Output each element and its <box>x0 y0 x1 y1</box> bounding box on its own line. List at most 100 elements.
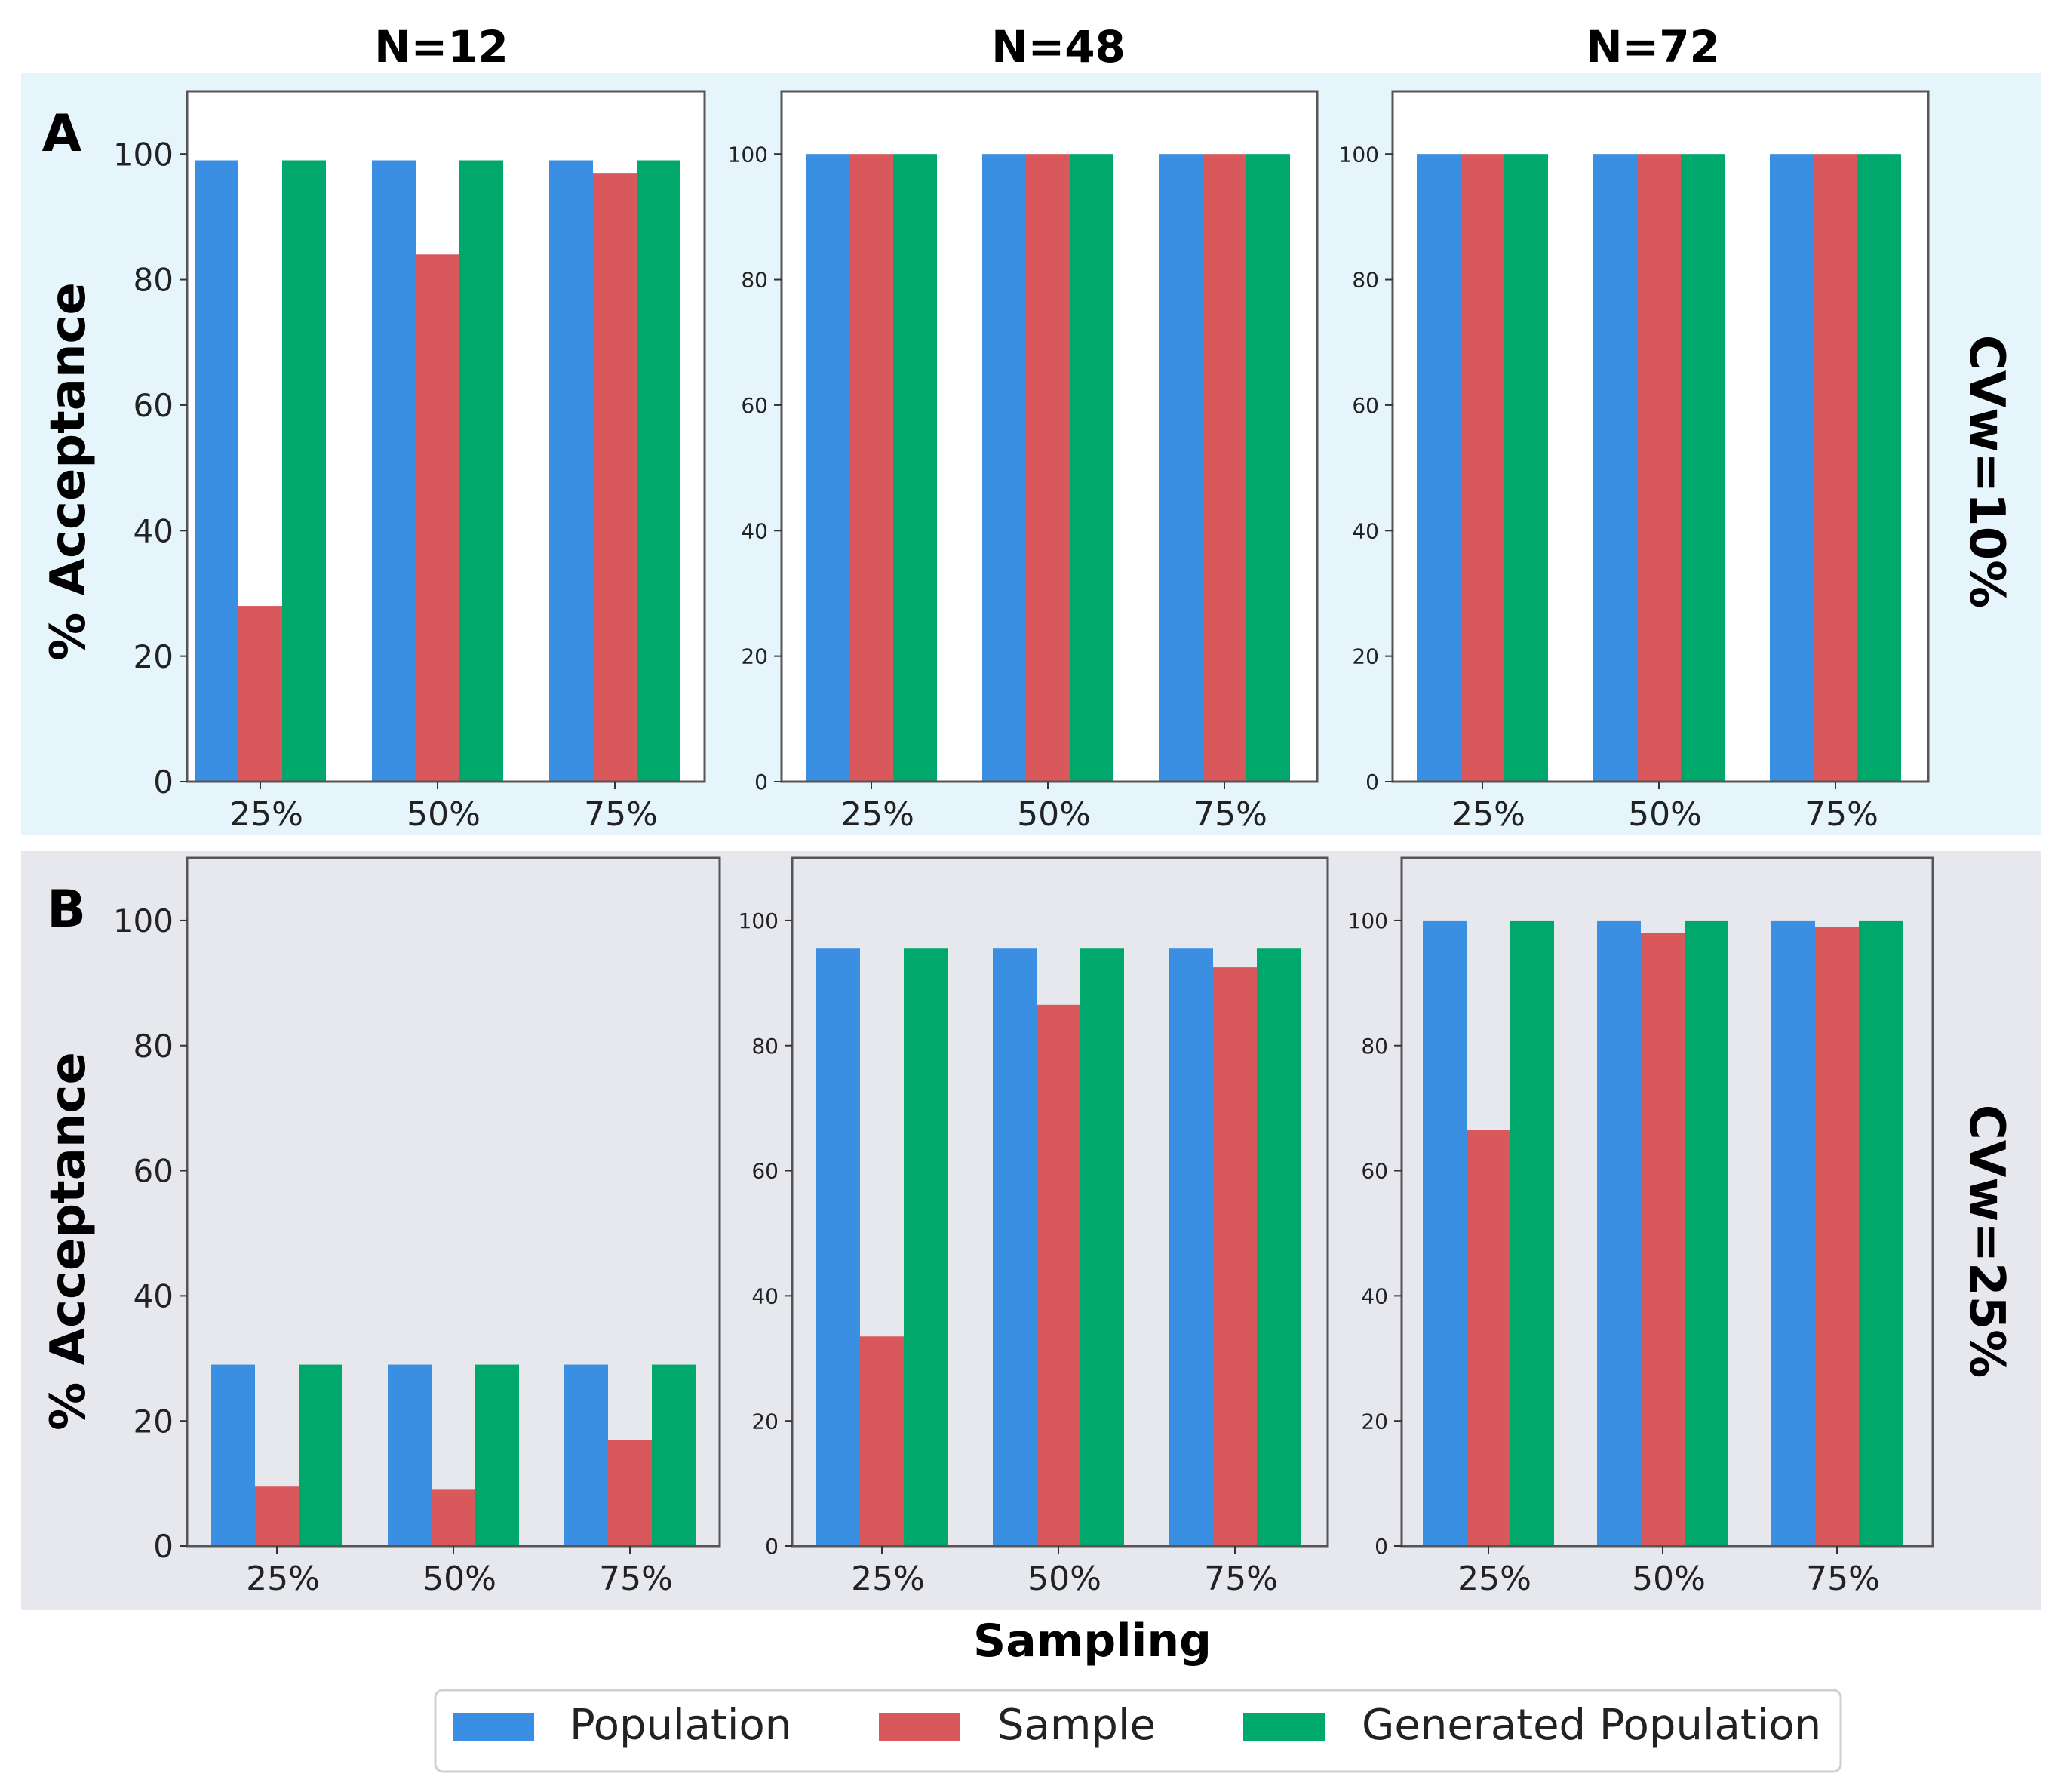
y-tick-label: 80 <box>741 268 768 293</box>
x-tick-label: 50% <box>407 795 481 834</box>
bar-sample-50pct <box>432 1489 475 1546</box>
y-tick-label: 100 <box>739 908 779 933</box>
bar-sample-50pct <box>1637 154 1681 782</box>
y-tick-label: 20 <box>751 1409 779 1434</box>
bar-population-25pct <box>211 1364 255 1546</box>
y-tick-label: 60 <box>134 1153 174 1190</box>
bar-population-25pct <box>1423 920 1467 1546</box>
x-tick-label: 75% <box>1204 1560 1278 1598</box>
bar-sample-25pct <box>860 1336 904 1546</box>
bar-generated-population-50pct <box>1070 154 1113 782</box>
y-tick-label: 40 <box>134 1277 174 1314</box>
y-tick-label: 0 <box>153 764 174 801</box>
plot-area <box>187 858 720 1546</box>
y-tick-label: 0 <box>765 1534 779 1559</box>
panel-3: 0 20 40 60 80 100 25% 50% 75% <box>1339 90 1930 834</box>
bar-generated-population-25pct <box>282 160 326 782</box>
plot-frame <box>1400 856 1934 1548</box>
bar-population-75pct <box>1770 154 1814 782</box>
y-tick-label: 40 <box>741 518 768 543</box>
bar-sample-50pct <box>1026 154 1070 782</box>
x-tick-label: 50% <box>1027 1560 1101 1598</box>
bar-sample-75pct <box>1203 154 1246 782</box>
bar-population-25pct <box>1417 154 1461 782</box>
bar-population-25pct <box>806 154 849 782</box>
plot-frame <box>780 90 1319 783</box>
y-tick-label: 0 <box>1375 1534 1388 1559</box>
legend-swatch-population <box>453 1713 534 1741</box>
x-tick-label: 75% <box>1193 795 1267 834</box>
legend-swatch-sample <box>879 1713 960 1741</box>
x-tick-label: 75% <box>599 1560 673 1598</box>
y-tick-label: 60 <box>1352 393 1379 418</box>
panel-6: 0 20 40 60 80 100 25% 50% 75% <box>1348 856 1934 1598</box>
bar-population-50pct <box>372 160 416 782</box>
legend-swatch-generated-population <box>1243 1713 1325 1741</box>
x-tick-label: 25% <box>851 1560 925 1598</box>
y-tick-label: 0 <box>153 1528 174 1565</box>
bar-population-50pct <box>388 1364 432 1546</box>
plot-frame <box>791 856 1329 1548</box>
bar-sample-75pct <box>593 173 637 782</box>
row-side-label-b: CVw=25% <box>1958 1105 2014 1378</box>
y-axis-label-row-b: % Acceptance <box>41 1052 97 1431</box>
bar-generated-population-25pct <box>893 154 937 782</box>
bar-sample-75pct <box>1814 154 1857 782</box>
row-label-a: A <box>42 104 82 164</box>
y-tick-label: 40 <box>1361 1283 1388 1308</box>
panel-1: 0 20 40 60 80 100 25% 50% 75% <box>113 90 706 834</box>
plot-frame <box>1391 90 1930 783</box>
legend-label-population: Population <box>570 1701 791 1750</box>
y-tick-label: 100 <box>113 136 174 173</box>
bar-sample-25pct <box>849 154 893 782</box>
bar-population-50pct <box>1597 920 1641 1546</box>
bar-generated-population-75pct <box>1246 154 1290 782</box>
y-tick-label: 20 <box>741 644 768 669</box>
y-tick-label: 40 <box>1352 518 1379 543</box>
y-tick-label: 0 <box>1365 770 1379 795</box>
y-tick-label: 80 <box>1361 1034 1388 1059</box>
bar-generated-population-25pct <box>1504 154 1548 782</box>
bar-population-75pct <box>1771 920 1815 1546</box>
y-tick-label: 0 <box>754 770 768 795</box>
bar-population-75pct <box>549 160 593 782</box>
y-tick-label: 60 <box>751 1159 779 1184</box>
y-axis-label-row-a: % Acceptance <box>41 282 97 661</box>
y-tick-label: 100 <box>113 902 174 939</box>
bar-generated-population-50pct <box>1681 154 1725 782</box>
bar-generated-population-25pct <box>904 948 948 1546</box>
bar-sample-50pct <box>416 254 459 782</box>
y-tick-label: 80 <box>134 262 174 299</box>
x-tick-label: 50% <box>1017 795 1091 834</box>
bar-population-50pct <box>982 154 1026 782</box>
bar-sample-25pct <box>1467 1130 1510 1546</box>
y-tick-label: 20 <box>134 638 174 675</box>
bar-sample-25pct <box>255 1486 299 1546</box>
y-tick-label: 80 <box>751 1034 779 1059</box>
x-tick-label: 25% <box>1451 795 1525 834</box>
y-tick-label: 100 <box>728 142 768 167</box>
y-tick-label: 20 <box>134 1403 174 1440</box>
y-tick-label: 80 <box>1352 268 1379 293</box>
x-tick-label: 25% <box>840 795 914 834</box>
bar-generated-population-75pct <box>637 160 680 782</box>
bar-generated-population-75pct <box>1257 948 1301 1546</box>
y-tick-label: 100 <box>1348 908 1388 933</box>
y-tick-label: 40 <box>751 1283 779 1308</box>
x-tick-label: 50% <box>1632 1560 1706 1598</box>
column-title-n48: N=48 <box>991 21 1126 72</box>
bar-generated-population-75pct <box>1857 154 1901 782</box>
bar-generated-population-75pct <box>1859 920 1903 1546</box>
x-tick-label: 25% <box>246 1560 320 1598</box>
x-tick-label: 50% <box>1628 795 1702 834</box>
y-tick-label: 20 <box>1352 644 1379 669</box>
bar-generated-population-50pct <box>1080 948 1124 1546</box>
bar-sample-25pct <box>238 606 282 782</box>
column-title-n12: N=12 <box>374 21 508 72</box>
y-tick-label: 20 <box>1361 1409 1388 1434</box>
legend: Population Sample Generated Population <box>434 1689 1842 1773</box>
x-tick-label: 75% <box>1805 795 1878 834</box>
bar-generated-population-25pct <box>299 1364 342 1546</box>
bar-population-75pct <box>1169 948 1213 1546</box>
